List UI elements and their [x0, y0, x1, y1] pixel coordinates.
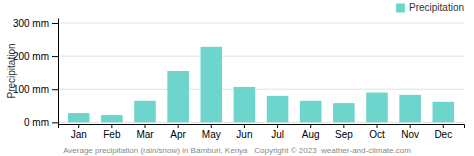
legend-item: Precipitation: [396, 2, 464, 13]
bar: [234, 87, 256, 122]
tick-label: 0 mm: [24, 117, 49, 128]
tick: Sep: [335, 124, 353, 140]
tick-mark: [244, 124, 245, 128]
x-axis: Jan Feb Mar Apr May Jun Jul Aug Sep Oct Nov Dec: [59, 124, 465, 140]
tick-mark: [310, 124, 311, 128]
tick: Oct: [369, 124, 385, 140]
tick: May: [202, 124, 221, 140]
tick-label: 100 mm: [13, 84, 49, 95]
tick-label: 300 mm: [13, 18, 49, 29]
tick-mark: [410, 124, 411, 128]
tick-label: Sep: [335, 129, 353, 140]
tick-label: Aug: [302, 129, 320, 140]
tick-mark: [78, 124, 79, 128]
tick-mark: [377, 124, 378, 128]
bar-series: [68, 47, 454, 123]
tick-label: Feb: [103, 129, 121, 140]
bar: [267, 96, 289, 123]
tick-label: Dec: [434, 129, 452, 140]
tick-label: Jun: [236, 129, 252, 140]
tick: Nov: [401, 124, 419, 140]
axis-line: [59, 125, 465, 129]
tick-label: Jul: [271, 129, 284, 140]
bar: [366, 93, 388, 123]
tick-label: Oct: [369, 129, 385, 140]
legend-label: Precipitation: [409, 2, 464, 13]
legend: Precipitation: [396, 2, 464, 13]
tick: Jan: [71, 124, 87, 140]
tick-label: 200 mm: [13, 51, 49, 62]
tick: Aug: [302, 124, 320, 140]
plot-area: [68, 47, 454, 123]
axis-title: Precipitation: [6, 43, 17, 98]
bar: [68, 113, 90, 122]
bar: [201, 47, 223, 123]
grid-line: [58, 89, 464, 90]
tick: 0 mm: [24, 117, 58, 128]
tick-mark: [52, 56, 58, 57]
tick-mark: [443, 124, 444, 128]
bar: [333, 103, 355, 122]
tick: Apr: [170, 124, 186, 140]
tick-mark: [52, 122, 58, 123]
tick-mark: [343, 124, 344, 128]
bar: [433, 102, 455, 123]
tick: Jun: [236, 124, 252, 140]
tick-label: Apr: [170, 129, 186, 140]
tick-label: Nov: [401, 129, 419, 140]
bar: [399, 95, 421, 122]
tick-label: May: [202, 129, 221, 140]
tick-mark: [52, 23, 58, 24]
bar: [167, 71, 189, 122]
tick: 300 mm: [13, 18, 58, 29]
tick-mark: [52, 89, 58, 90]
grid: [58, 23, 464, 122]
chart: 0 mm 100 mm 200 mm 300 mm Jan Feb Mar Apr May Jun…: [0, 0, 474, 156]
tick: 100 mm: [13, 84, 58, 95]
tick-label: Mar: [136, 129, 154, 140]
tick-mark: [145, 124, 146, 128]
tick: Dec: [434, 124, 452, 140]
tick-label: Jan: [71, 129, 87, 140]
tick: Jul: [271, 124, 284, 140]
tick-mark: [178, 124, 179, 128]
bar: [300, 101, 322, 123]
bar: [134, 101, 156, 123]
tick-mark: [277, 124, 278, 128]
legend-swatch: [396, 4, 405, 13]
bar: [101, 115, 123, 122]
grid-line: [58, 56, 464, 57]
tick-mark: [211, 124, 212, 128]
tick: Feb: [103, 124, 121, 140]
y-axis: 0 mm 100 mm 200 mm 300 mm: [13, 18, 59, 128]
caption: Average precipitation (rain/snow) in Bam…: [63, 146, 411, 155]
tick: Mar: [136, 124, 154, 140]
tick-mark: [111, 124, 112, 128]
tick: 200 mm: [13, 51, 58, 62]
axis-line: [58, 19, 59, 125]
grid-line: [58, 22, 464, 23]
